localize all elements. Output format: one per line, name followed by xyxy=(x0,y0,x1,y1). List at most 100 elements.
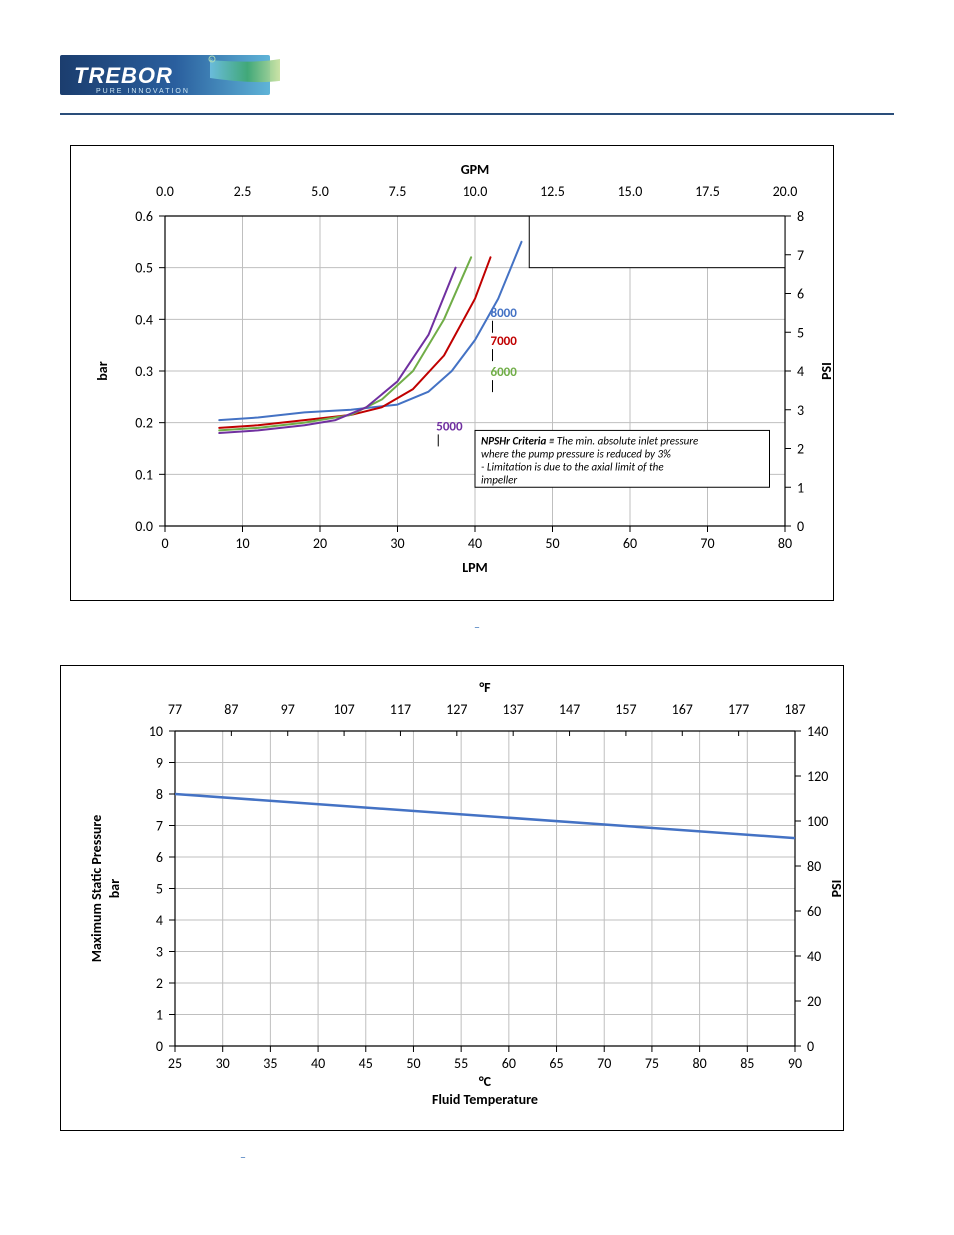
svg-text:bar: bar xyxy=(106,879,123,898)
brand-logo: TREBOR PURE INNOVATION R xyxy=(60,50,280,105)
logo-tagline-text: PURE INNOVATION xyxy=(96,88,190,95)
svg-text:1: 1 xyxy=(797,479,804,496)
svg-text:8000: 8000 xyxy=(491,306,518,321)
svg-text:90: 90 xyxy=(788,1055,802,1072)
svg-text:0.1: 0.1 xyxy=(135,466,153,483)
svg-text:2: 2 xyxy=(156,975,163,992)
svg-text:impeller: impeller xyxy=(481,473,517,486)
svg-text:20: 20 xyxy=(807,993,821,1010)
svg-text:187: 187 xyxy=(784,701,805,718)
svg-text:0.5: 0.5 xyxy=(135,260,153,277)
svg-text:100: 100 xyxy=(807,813,828,830)
svg-text:0.0: 0.0 xyxy=(156,183,174,200)
logo-brand-text: TREBOR xyxy=(74,63,173,88)
svg-text:70: 70 xyxy=(597,1055,611,1072)
svg-text:60: 60 xyxy=(502,1055,516,1072)
svg-text:137: 137 xyxy=(503,701,524,718)
svg-text:7000: 7000 xyxy=(491,334,518,349)
svg-text:0.6: 0.6 xyxy=(135,208,153,225)
svg-text:80: 80 xyxy=(807,858,821,875)
svg-text:127: 127 xyxy=(446,701,467,718)
svg-text:0.0: 0.0 xyxy=(135,518,153,535)
npshr-chart: GPM0.02.55.07.510.012.515.017.520.001020… xyxy=(70,145,834,601)
svg-text:40: 40 xyxy=(311,1055,325,1072)
svg-text:GPM: GPM xyxy=(461,161,490,178)
svg-text:0.3: 0.3 xyxy=(135,363,153,380)
svg-text:117: 117 xyxy=(390,701,411,718)
svg-text:5: 5 xyxy=(797,324,804,341)
svg-text:9: 9 xyxy=(156,755,163,772)
svg-text:60: 60 xyxy=(807,903,821,920)
svg-text:PSI: PSI xyxy=(828,880,845,898)
svg-text:10: 10 xyxy=(235,535,249,552)
svg-text:4: 4 xyxy=(156,912,163,929)
svg-text:45: 45 xyxy=(359,1055,373,1072)
svg-text:30: 30 xyxy=(216,1055,230,1072)
svg-text:65: 65 xyxy=(549,1055,563,1072)
max-pressure-chart-svg: °F77879710711712713714715716717718725303… xyxy=(75,676,855,1116)
max-pressure-chart: °F77879710711712713714715716717718725303… xyxy=(60,665,844,1131)
svg-text:40: 40 xyxy=(807,948,821,965)
svg-text:5.0: 5.0 xyxy=(311,183,329,200)
svg-text:80: 80 xyxy=(693,1055,707,1072)
svg-text:35: 35 xyxy=(263,1055,277,1072)
svg-text:75: 75 xyxy=(645,1055,659,1072)
svg-text:NPSHr Criteria ≡ The min. abso: NPSHr Criteria ≡ The min. absolute inlet… xyxy=(481,434,698,447)
svg-text:where the pump pressure is red: where the pump pressure is reduced by 3% xyxy=(481,447,671,460)
svg-text:70: 70 xyxy=(700,535,714,552)
svg-text:177: 177 xyxy=(728,701,749,718)
svg-text:5000: 5000 xyxy=(436,419,463,434)
svg-text:97: 97 xyxy=(281,701,295,718)
svg-text:15.0: 15.0 xyxy=(618,183,643,200)
svg-text:5: 5 xyxy=(156,881,163,898)
svg-text:7: 7 xyxy=(797,247,804,264)
svg-text:- Limitation is due to the axi: - Limitation is due to the axial limit o… xyxy=(481,460,664,473)
svg-text:40: 40 xyxy=(468,535,482,552)
svg-text:4: 4 xyxy=(797,363,804,380)
svg-text:10: 10 xyxy=(149,723,163,740)
svg-text:2.5: 2.5 xyxy=(234,183,252,200)
svg-text:167: 167 xyxy=(672,701,693,718)
svg-text:25: 25 xyxy=(168,1055,182,1072)
svg-text:3: 3 xyxy=(797,402,804,419)
svg-text:12.5: 12.5 xyxy=(540,183,565,200)
svg-text:87: 87 xyxy=(224,701,238,718)
svg-text:°C: °C xyxy=(479,1073,492,1090)
svg-text:17.5: 17.5 xyxy=(695,183,720,200)
svg-text:8: 8 xyxy=(797,208,804,225)
svg-text:8: 8 xyxy=(156,786,163,803)
svg-text:1: 1 xyxy=(156,1007,163,1024)
svg-text:Fluid Temperature: Fluid Temperature xyxy=(432,1091,538,1108)
svg-text:0: 0 xyxy=(161,535,168,552)
svg-text:R: R xyxy=(210,58,213,64)
header-divider xyxy=(60,113,894,115)
svg-text:80: 80 xyxy=(778,535,792,552)
svg-text:LPM: LPM xyxy=(462,559,488,576)
svg-text:20: 20 xyxy=(313,535,327,552)
svg-text:0: 0 xyxy=(797,518,804,535)
svg-text:PSI: PSI xyxy=(818,362,835,380)
svg-text:10.0: 10.0 xyxy=(463,183,488,200)
svg-text:140: 140 xyxy=(807,723,828,740)
svg-text:50: 50 xyxy=(545,535,559,552)
svg-text:50: 50 xyxy=(406,1055,420,1072)
svg-text:157: 157 xyxy=(615,701,636,718)
svg-text:0.4: 0.4 xyxy=(135,311,153,328)
svg-text:0: 0 xyxy=(156,1038,163,1055)
svg-text:85: 85 xyxy=(740,1055,754,1072)
svg-text:120: 120 xyxy=(807,768,828,785)
svg-text:2: 2 xyxy=(797,441,804,458)
svg-text:bar: bar xyxy=(94,361,111,380)
svg-text:20.0: 20.0 xyxy=(773,183,798,200)
svg-text:77: 77 xyxy=(168,701,182,718)
npshr-chart-svg: GPM0.02.55.07.510.012.515.017.520.001020… xyxy=(85,156,845,586)
svg-text:30: 30 xyxy=(390,535,404,552)
svg-text:147: 147 xyxy=(559,701,580,718)
svg-text:Maximum Static Pressure: Maximum Static Pressure xyxy=(88,815,105,963)
svg-text:0: 0 xyxy=(807,1038,814,1055)
svg-text:107: 107 xyxy=(333,701,354,718)
svg-text:7.5: 7.5 xyxy=(389,183,407,200)
svg-text:°F: °F xyxy=(479,679,491,696)
svg-text:6: 6 xyxy=(156,849,163,866)
svg-text:55: 55 xyxy=(454,1055,468,1072)
